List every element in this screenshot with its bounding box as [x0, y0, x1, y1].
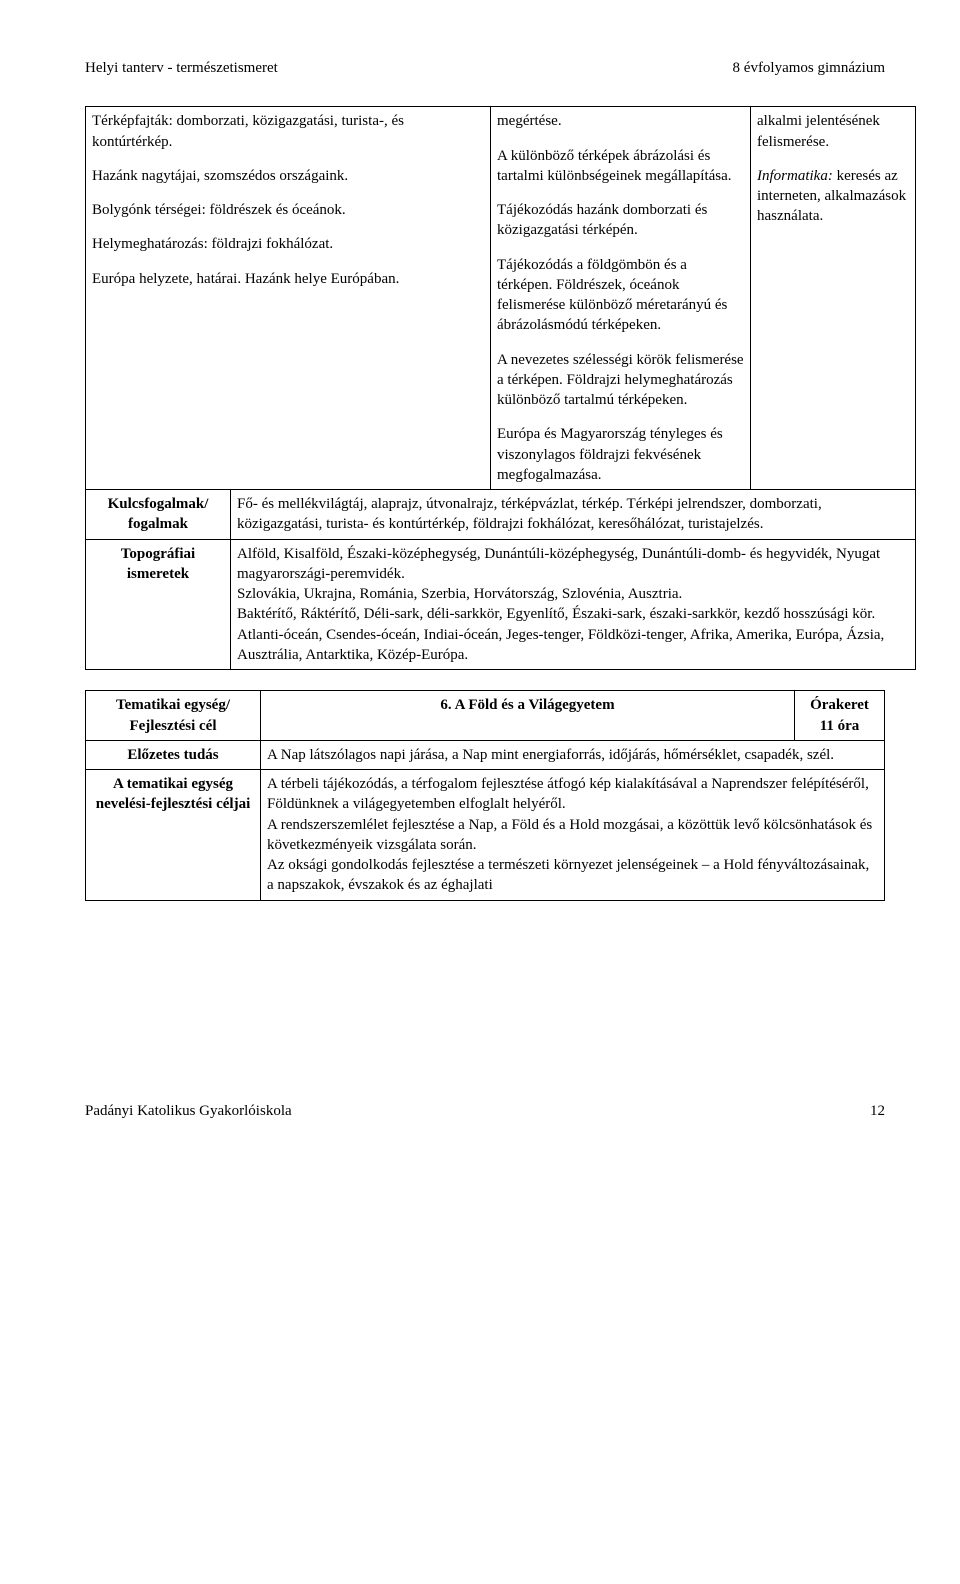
table-row: Tematikai egység/ Fejlesztési cél 6. A F… [86, 691, 885, 741]
cell-body: Fő- és mellékvilágtáj, alaprajz, útvonal… [231, 490, 916, 540]
cell-middle: megértése. A különböző térképek ábrázolá… [491, 107, 751, 490]
row-label: Előzetes tudás [86, 740, 261, 769]
row-label: A tematikai egység nevelési-fejlesztési … [86, 770, 261, 901]
page-footer: Padányi Katolikus Gyakorlóiskola 12 [85, 1101, 885, 1121]
cell-heading: Tematikai egység/ Fejlesztési cél [86, 691, 261, 741]
page-header: Helyi tanterv - természetismeret 8 évfol… [85, 58, 885, 78]
table-row: Térképfajták: domborzati, közigazgatási,… [86, 107, 916, 490]
cell-title: 6. A Föld és a Világegyetem [261, 691, 795, 741]
cell-body: A Nap látszólagos napi járása, a Nap min… [261, 740, 885, 769]
cell-right: alkalmi jelentésének felismerése. Inform… [751, 107, 916, 490]
header-left: Helyi tanterv - természetismeret [85, 58, 278, 78]
table-content-1: Térképfajták: domborzati, közigazgatási,… [85, 106, 916, 670]
row-label: Topográfiai ismeretek [86, 539, 231, 670]
cell-body: A térbeli tájékozódás, a térfogalom fejl… [261, 770, 885, 901]
cell-hours: Órakeret 11 óra [795, 691, 885, 741]
table-row: Kulcsfogalmak/ fogalmak Fő- és mellékvil… [86, 490, 916, 540]
table-row: Topográfiai ismeretek Alföld, Kisalföld,… [86, 539, 916, 670]
footer-left: Padányi Katolikus Gyakorlóiskola [85, 1101, 292, 1121]
cell-left: Térképfajták: domborzati, közigazgatási,… [86, 107, 491, 490]
row-label: Kulcsfogalmak/ fogalmak [86, 490, 231, 540]
table-content-2: Tematikai egység/ Fejlesztési cél 6. A F… [85, 690, 885, 900]
footer-page-number: 12 [870, 1101, 885, 1121]
header-right: 8 évfolyamos gimnázium [733, 58, 885, 78]
table-row: A tematikai egység nevelési-fejlesztési … [86, 770, 885, 901]
cell-body: Alföld, Kisalföld, Északi-középhegység, … [231, 539, 916, 670]
table-row: Előzetes tudás A Nap látszólagos napi já… [86, 740, 885, 769]
